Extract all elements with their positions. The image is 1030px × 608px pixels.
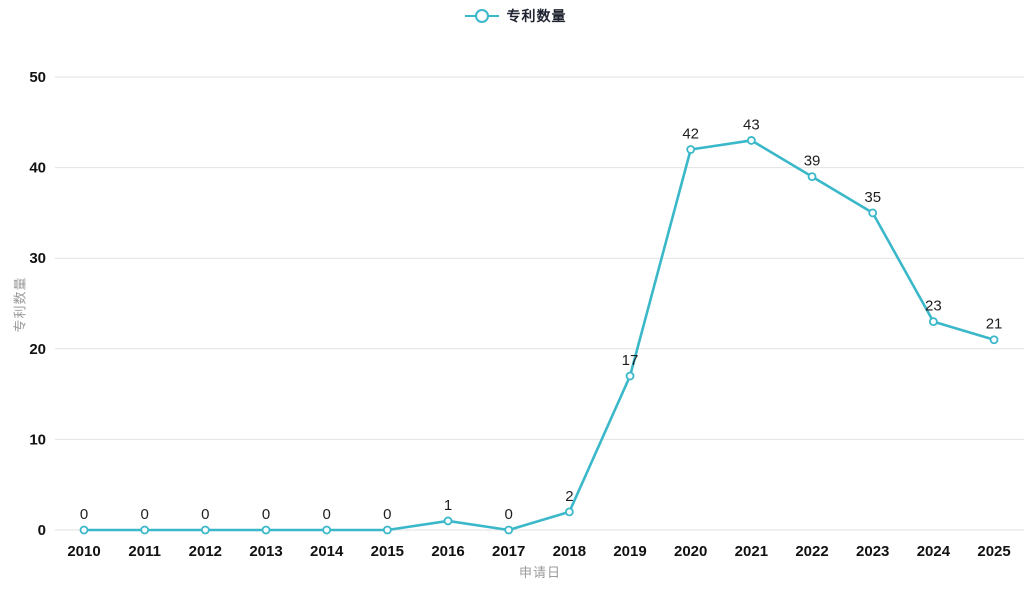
legend-item[interactable]: 专利数量 xyxy=(0,6,1030,26)
x-tick-label: 2014 xyxy=(310,543,344,560)
data-point-marker[interactable] xyxy=(261,525,271,535)
x-tick-label: 2025 xyxy=(977,543,1010,560)
y-tick-label: 50 xyxy=(29,69,46,86)
y-tick-label: 30 xyxy=(29,250,46,267)
data-point-label: 2 xyxy=(565,488,573,505)
data-point-marker[interactable] xyxy=(322,525,332,535)
x-tick-label: 2011 xyxy=(128,543,161,560)
data-point-marker[interactable] xyxy=(140,525,150,535)
data-point-marker[interactable] xyxy=(504,525,514,535)
x-tick-label: 2016 xyxy=(431,543,464,560)
x-tick-label: 2012 xyxy=(189,543,222,560)
data-point-marker[interactable] xyxy=(686,145,696,154)
x-tick-label: 2018 xyxy=(553,543,586,560)
y-tick-label: 0 xyxy=(38,522,46,539)
data-point-label: 0 xyxy=(80,506,88,523)
data-point-label: 42 xyxy=(682,125,699,142)
data-point-marker[interactable] xyxy=(443,516,453,526)
x-tick-label: 2015 xyxy=(371,543,404,560)
x-tick-label: 2010 xyxy=(67,543,100,560)
data-point-marker[interactable] xyxy=(382,525,392,535)
data-point-marker[interactable] xyxy=(625,371,635,381)
data-point-label: 0 xyxy=(505,506,513,523)
x-tick-label: 2017 xyxy=(492,543,525,560)
legend-line-marker-icon xyxy=(464,9,499,23)
data-point-label: 35 xyxy=(864,189,881,206)
data-point-label: 23 xyxy=(925,298,942,315)
series-line xyxy=(82,139,996,532)
data-point-marker[interactable] xyxy=(928,317,938,327)
data-point-marker[interactable] xyxy=(746,136,756,145)
data-point-marker[interactable] xyxy=(807,172,817,182)
x-tick-label: 2021 xyxy=(735,543,768,560)
data-point-label: 0 xyxy=(323,506,331,523)
data-point-label: 0 xyxy=(383,506,391,523)
legend-label: 专利数量 xyxy=(506,8,567,24)
y-tick-label: 20 xyxy=(29,341,46,358)
data-point-label: 17 xyxy=(622,352,639,369)
data-point-marker[interactable] xyxy=(200,525,210,535)
x-tick-label: 2013 xyxy=(249,543,282,560)
y-tick-label: 10 xyxy=(29,431,46,448)
x-tick-label: 2023 xyxy=(856,543,889,560)
x-tick-label: 2022 xyxy=(795,543,828,560)
data-point-marker[interactable] xyxy=(79,525,89,535)
x-tick-label: 2020 xyxy=(674,543,707,560)
x-tick-label: 2019 xyxy=(613,543,646,560)
data-point-marker[interactable] xyxy=(989,335,999,345)
data-point-label: 0 xyxy=(201,506,209,523)
y-tick-label: 40 xyxy=(29,160,46,177)
data-point-label: 1 xyxy=(444,497,452,514)
y-axis-title: 专利数量 xyxy=(12,276,28,333)
data-point-label: 39 xyxy=(804,153,821,170)
data-point-label: 0 xyxy=(262,506,270,523)
data-point-label: 43 xyxy=(743,116,760,133)
x-tick-label: 2024 xyxy=(917,543,951,560)
data-point-label: 21 xyxy=(986,316,1003,333)
x-axis-title: 申请日 xyxy=(518,565,561,580)
data-point-marker[interactable] xyxy=(564,507,574,517)
data-point-label: 0 xyxy=(140,506,148,523)
data-point-marker[interactable] xyxy=(868,208,878,218)
